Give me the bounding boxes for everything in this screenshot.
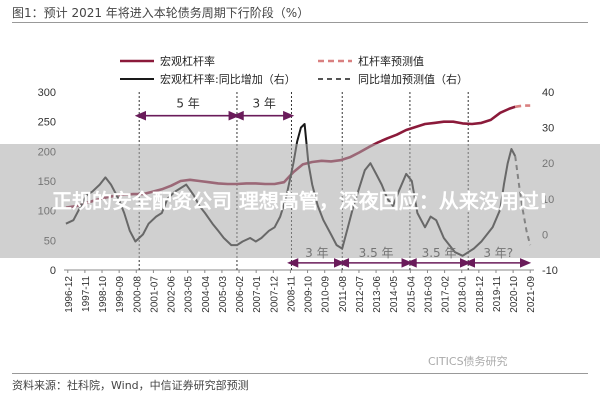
x-tick-label: 2020-10 [509, 276, 520, 313]
left-tick-label: 300 [38, 87, 56, 99]
x-tick-label: 2018-12 [475, 276, 486, 313]
right-tick-label: -10 [542, 265, 558, 277]
x-tick-label: 2008-11 [286, 276, 297, 312]
right-tick-label: 40 [542, 87, 554, 99]
cycle-label: 5 年 [176, 97, 199, 111]
x-tick-label: 2000-08 [132, 276, 143, 313]
series-line-1 [514, 104, 531, 109]
x-tick-label: 2013-06 [372, 276, 383, 313]
source-note: 资料来源：社科院，Wind，中信证券研究部预测 [12, 379, 249, 392]
figure-title: 图1：预计 2021 年将进入本轮债务周期下行阶段（%） [12, 6, 310, 20]
x-tick-label: 2001-07 [149, 276, 160, 313]
headline-text[interactable]: 正规的安全配资公司 理想高管，深夜回应：从来没用过! [51, 189, 549, 213]
cycle-label: 3 年 [252, 97, 275, 111]
x-tick-label: 2012-07 [355, 276, 366, 313]
x-tick-label: 2015-04 [406, 276, 417, 313]
x-tick-label: 2014-05 [389, 276, 400, 313]
x-tick-label: 2003-05 [184, 276, 195, 313]
x-tick-label: 2010-09 [321, 276, 332, 313]
x-tick-label: 1996-12 [64, 276, 75, 313]
x-tick-label: 2006-02 [235, 276, 246, 313]
x-tick-label: 1999-09 [115, 276, 126, 313]
x-tick-label: 2002-06 [167, 276, 178, 313]
legend-label: 宏观杠杆率:同比增加（右） [160, 72, 296, 86]
x-tick-label: 2007-01 [252, 276, 263, 313]
headline-overlay[interactable]: 正规的安全配资公司 理想高管，深夜回应：从来没用过! [0, 144, 600, 258]
x-tick-label: 2018-01 [458, 276, 469, 313]
x-tick-label: 2009-10 [304, 276, 315, 313]
source-divider [12, 373, 588, 374]
x-tick-label: 2011-08 [338, 276, 349, 312]
watermark: CITICS债务研究 [428, 355, 508, 368]
x-tick-label: 2021-09 [526, 276, 537, 313]
legend-label: 杠杆率预测值 [358, 54, 424, 68]
x-tick-label: 2004-04 [201, 276, 212, 313]
x-tick-label: 1998-10 [98, 276, 109, 313]
x-tick-label: 1997-11 [81, 276, 92, 312]
x-tick-label: 2017-02 [441, 276, 452, 313]
legend-label: 宏观杠杆率 [160, 54, 215, 68]
title-divider [12, 22, 588, 23]
x-tick-label: 2016-03 [423, 276, 434, 313]
legend-label: 同比增加预测值（右） [358, 72, 468, 86]
left-tick-label: 250 [38, 117, 56, 129]
right-tick-label: 30 [542, 123, 554, 135]
left-tick-label: 0 [50, 265, 56, 277]
x-tick-label: 2007-12 [269, 276, 280, 313]
x-tick-label: 2019-11 [492, 276, 503, 312]
x-tick-label: 2005-03 [218, 276, 229, 313]
